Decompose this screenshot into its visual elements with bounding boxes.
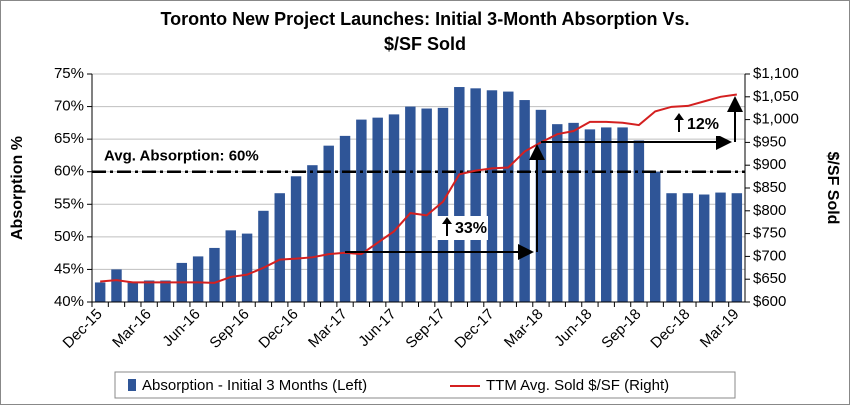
- y2-tick-label: $600: [753, 293, 786, 310]
- bar: [127, 282, 139, 302]
- bar: [649, 171, 661, 302]
- bar: [601, 127, 612, 302]
- bar: [486, 90, 498, 303]
- bar: [454, 87, 465, 303]
- y2-tick-label: $850: [753, 179, 786, 196]
- bar: [192, 256, 204, 302]
- bar: [698, 194, 710, 302]
- bar: [209, 247, 220, 302]
- bar: [633, 140, 645, 302]
- y2-tick-label: $1,100: [753, 65, 799, 82]
- bar: [731, 193, 743, 302]
- y2-tick-label: $700: [753, 247, 786, 264]
- annotation-bg: [436, 216, 488, 240]
- y-axis-label: Absorption %: [9, 136, 26, 240]
- annotation-bg: [668, 112, 720, 136]
- bar: [143, 280, 155, 302]
- legend-box: [114, 371, 736, 399]
- bar: [405, 106, 416, 302]
- legend-label: TTM Avg. Sold $/SF (Right): [486, 377, 669, 394]
- y-tick-label: 60%: [54, 163, 84, 180]
- up-arrow-icon: [674, 113, 684, 132]
- bar: [503, 91, 514, 303]
- annotation: 33%: [455, 220, 487, 237]
- legend-label: Absorption - Initial 3 Months (Left): [142, 377, 367, 394]
- bar: [94, 282, 106, 302]
- bar: [372, 117, 383, 302]
- y2-tick-label: $950: [753, 133, 786, 150]
- y-tick-label: 50%: [54, 228, 84, 245]
- bar: [307, 165, 318, 302]
- bar: [682, 193, 694, 302]
- y2-tick-label: $800: [753, 202, 786, 219]
- bar: [470, 88, 481, 303]
- legend-swatch: [128, 379, 136, 391]
- bar: [356, 119, 367, 302]
- chart-title: Toronto New Project Launches: Initial 3-…: [160, 9, 689, 29]
- bar: [323, 145, 334, 302]
- bar: [519, 100, 530, 302]
- up-arrow-icon: [442, 217, 452, 236]
- chart-title-line2: $/SF Sold: [384, 34, 466, 54]
- y-tick-label: 75%: [54, 65, 84, 82]
- reference-label: Avg. Absorption: 60%: [104, 148, 259, 165]
- bar: [274, 193, 285, 302]
- annotation: 12%: [687, 116, 719, 133]
- y2-axis-label: $/SF Sold: [824, 152, 841, 225]
- y-tick-label: 55%: [54, 195, 84, 212]
- annotations: 33% 12%: [345, 96, 743, 260]
- bar: [388, 114, 400, 302]
- bar: [552, 124, 563, 302]
- bar: [339, 135, 351, 302]
- bar: [437, 107, 449, 302]
- line-series: [100, 93, 737, 284]
- bar: [290, 176, 302, 302]
- y2-tick-label: $900: [753, 156, 786, 173]
- bar: [666, 193, 677, 302]
- y2-tick-label: $650: [753, 270, 786, 287]
- bar: [715, 192, 726, 302]
- y-tick-label: 65%: [54, 130, 84, 147]
- bar: [111, 269, 122, 302]
- y2-tick-label: $1,050: [753, 88, 799, 105]
- bar: [225, 230, 236, 302]
- bar: [421, 108, 432, 302]
- bar: [535, 109, 547, 302]
- y-tick-label: 70%: [54, 98, 84, 115]
- bar: [241, 233, 253, 302]
- y2-tick-label: $750: [753, 225, 786, 242]
- y-tick-label: 40%: [54, 293, 84, 310]
- bar: [160, 280, 171, 302]
- bar: [258, 210, 269, 302]
- y-tick-label: 45%: [54, 260, 84, 277]
- bar: [617, 127, 628, 302]
- y2-tick-label: $1,000: [753, 111, 799, 128]
- bar: [584, 129, 596, 302]
- bar: [568, 122, 579, 302]
